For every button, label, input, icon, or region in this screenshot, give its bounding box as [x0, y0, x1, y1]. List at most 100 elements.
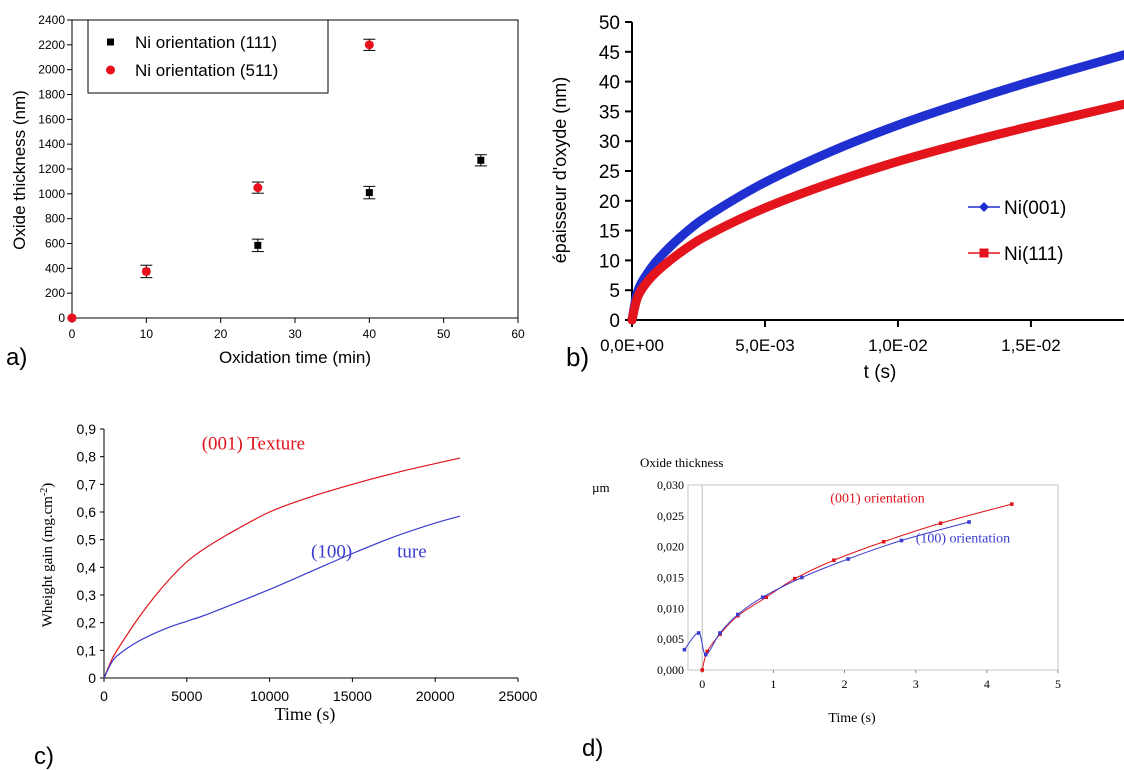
b-panel-label: b) — [566, 342, 589, 372]
d-panel-label: d) — [582, 735, 603, 762]
a-x-tick-label: 0 — [69, 327, 76, 341]
a-y-tick-label: 2400 — [38, 13, 65, 27]
c-y-tick-label: 0,6 — [77, 504, 97, 520]
c-y-tick-label: 0,8 — [77, 449, 97, 465]
a-point-circle — [67, 313, 77, 323]
a-panel-label: a) — [6, 344, 27, 371]
b-x-tick-label: 1,0E-02 — [868, 336, 928, 355]
d-x-tick-label: 4 — [984, 677, 990, 691]
b-x-axis-label: t (s) — [864, 362, 897, 383]
d-point-1 — [696, 631, 701, 635]
a-y-tick-label: 1400 — [38, 137, 65, 151]
d-x-tick-label: 5 — [1055, 677, 1061, 691]
a-y-tick-label: 200 — [45, 286, 65, 300]
b-y-tick-label: 5 — [609, 281, 620, 302]
d-y-tick-label: 0,015 — [657, 571, 684, 585]
d-point-1 — [718, 631, 722, 635]
a-y-tick-label: 1800 — [38, 88, 65, 102]
d-point-0 — [700, 668, 705, 672]
b-y-tick-label: 30 — [599, 132, 620, 153]
d-series-line-0 — [701, 503, 1012, 671]
a-y-tick-label: 400 — [45, 261, 65, 275]
c-x-tick-label: 10000 — [250, 688, 289, 704]
d-point-0 — [938, 521, 943, 526]
d-point-0 — [792, 576, 797, 581]
a-y-tick-label: 600 — [45, 237, 65, 251]
c-annotation: (100) — [311, 542, 352, 563]
b-y-tick-label: 35 — [599, 102, 620, 123]
d-point-1 — [899, 538, 904, 543]
b-y-tick-label: 10 — [599, 251, 620, 272]
c-annotation: ture — [397, 542, 427, 563]
b-legend-label: Ni(111) — [1004, 244, 1063, 265]
d-point-1 — [800, 575, 804, 580]
a-y-tick-label: 1000 — [38, 187, 65, 201]
b-y-tick-label: 40 — [599, 73, 620, 94]
b-x-tick-label: 5,0E-03 — [735, 336, 795, 355]
c-panel-label: c) — [34, 743, 54, 770]
a-point-square — [254, 241, 262, 249]
a-point-square — [365, 189, 373, 197]
a-legend-marker — [106, 65, 115, 75]
d-point-1 — [846, 557, 850, 561]
d-y-axis-label: µm — [592, 480, 610, 495]
d-y-tick-label: 0,020 — [657, 540, 684, 554]
c-y-axis-label: Wheight gain (mg.cm-2) — [39, 483, 57, 628]
d-annotation: (001) orientation — [830, 491, 924, 506]
a-y-axis-label: Oxide thickness (nm) — [10, 90, 29, 250]
d-point-0 — [764, 595, 769, 600]
a-x-tick-label: 40 — [363, 327, 377, 341]
a-x-axis-label: Oxidation time (min) — [219, 348, 371, 367]
d-title: Oxide thickness — [640, 455, 723, 470]
b-x-tick-label: 1,5E-02 — [1001, 336, 1061, 355]
c-series-line-0 — [103, 457, 461, 679]
a-point-circle — [253, 183, 263, 193]
a-y-tick-label: 0 — [58, 311, 65, 325]
c-x-axis-label: Time (s) — [275, 704, 336, 725]
a-x-tick-label: 60 — [511, 327, 525, 341]
b-y-tick-label: 15 — [599, 222, 620, 243]
b-series-line-1 — [627, 99, 1124, 325]
a-point-circle — [141, 266, 151, 276]
c-x-tick-label: 25000 — [499, 688, 538, 704]
c-y-tick-label: 0,1 — [77, 642, 97, 658]
d-point-1 — [967, 520, 971, 524]
a-legend-marker — [107, 38, 114, 46]
d-y-tick-label: 0,000 — [657, 663, 684, 677]
d-point-0 — [705, 649, 710, 654]
a-x-tick-label: 50 — [437, 327, 451, 341]
d-x-axis-label: Time (s) — [828, 711, 876, 726]
b-series-line-0 — [627, 50, 1124, 325]
a-legend-box — [87, 19, 329, 94]
c-y-tick-label: 0,9 — [77, 421, 97, 437]
d-y-tick-label: 0,005 — [657, 632, 684, 646]
d-series-line-1 — [684, 521, 970, 656]
a-y-tick-label: 2000 — [38, 63, 65, 77]
a-x-tick-label: 10 — [140, 327, 154, 341]
d-y-tick-label: 0,025 — [657, 509, 684, 523]
b-y-tick-label: 50 — [599, 13, 620, 34]
b-x-tick-label: 0,0E+00 — [600, 336, 664, 355]
c-x-tick-label: 20000 — [416, 688, 455, 704]
a-point-square — [477, 156, 485, 164]
b-y-tick-label: 45 — [599, 43, 620, 64]
a-x-tick-label: 30 — [288, 327, 302, 341]
a-legend-label: Ni orientation (111) — [135, 33, 277, 52]
b-legend-marker — [979, 202, 989, 212]
a-point-circle — [364, 40, 374, 50]
d-point-0 — [881, 539, 886, 544]
c-y-tick-label: 0,4 — [77, 559, 97, 575]
c-annotation: (001) Texture — [202, 433, 305, 454]
b-y-axis-label: épaisseur d'oxyde (nm) — [550, 77, 570, 264]
b-legend-label: Ni(001) — [1004, 198, 1066, 219]
c-x-tick-label: 15000 — [333, 688, 372, 704]
d-x-tick-label: 2 — [842, 677, 848, 691]
a-y-tick-label: 1600 — [38, 112, 65, 126]
d-point-1 — [760, 595, 765, 600]
c-series-line-1 — [103, 515, 461, 679]
c-x-tick-label: 0 — [100, 688, 108, 704]
d-plot-frame — [687, 484, 1059, 671]
a-y-tick-label: 1200 — [38, 162, 65, 176]
d-point-1 — [682, 647, 687, 652]
